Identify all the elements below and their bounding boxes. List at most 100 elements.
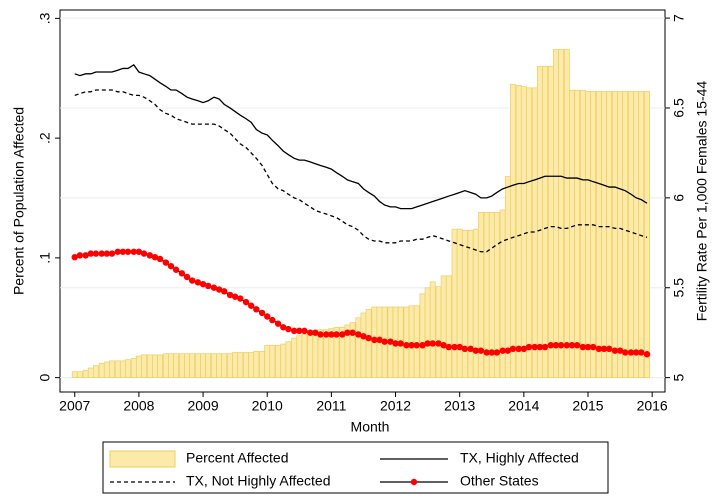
marker	[584, 343, 592, 351]
marker	[333, 331, 340, 338]
marker	[531, 343, 538, 351]
bar	[130, 358, 137, 378]
bar	[612, 91, 618, 378]
marker	[509, 345, 517, 353]
marker	[205, 282, 212, 290]
bar	[349, 322, 356, 378]
legend-box	[102, 441, 609, 494]
bar	[451, 228, 458, 378]
bar	[563, 49, 570, 378]
x-tick-label: 2012	[380, 398, 411, 414]
marker	[210, 284, 218, 291]
marker	[429, 340, 436, 347]
marker	[242, 298, 250, 306]
bar	[173, 353, 180, 378]
bar	[408, 305, 415, 378]
marker	[317, 331, 324, 338]
x-tick-label: 2011	[316, 398, 346, 414]
bar	[617, 91, 624, 378]
bar	[87, 367, 94, 378]
marker	[616, 347, 624, 354]
bar	[504, 176, 511, 378]
bar	[307, 331, 314, 378]
y-tick-label: .2	[37, 132, 53, 144]
y-tick-label: .3	[37, 12, 53, 24]
marker	[456, 343, 463, 351]
bar	[152, 354, 158, 378]
marker	[488, 349, 495, 356]
bar	[168, 353, 174, 378]
bar	[553, 49, 559, 378]
bar	[317, 329, 324, 378]
marker	[589, 343, 597, 351]
marker	[130, 248, 137, 255]
marker	[124, 248, 132, 255]
bar	[633, 91, 640, 378]
marker	[483, 349, 490, 356]
bar	[477, 212, 484, 378]
bar	[162, 353, 169, 378]
bar	[515, 85, 522, 378]
line	[74, 89, 648, 253]
marker	[403, 342, 410, 349]
marker	[269, 316, 276, 324]
marker	[627, 349, 635, 356]
bar	[542, 65, 548, 378]
marker	[611, 347, 619, 354]
marker	[339, 331, 346, 338]
bar	[601, 91, 607, 378]
marker	[172, 266, 180, 273]
marker	[600, 345, 608, 353]
bar	[200, 353, 206, 378]
bar	[243, 352, 249, 378]
marker	[344, 329, 351, 336]
marker	[461, 345, 469, 353]
marker	[579, 343, 587, 351]
marker	[146, 252, 154, 259]
marker	[638, 349, 645, 356]
bar	[146, 354, 153, 378]
marker	[493, 349, 501, 356]
bar	[536, 65, 543, 378]
bar	[237, 352, 244, 378]
bar	[435, 286, 442, 378]
marker	[221, 288, 228, 295]
marker	[643, 351, 651, 358]
marker	[365, 334, 372, 342]
y-tick-label: .1	[37, 252, 53, 264]
bar	[638, 91, 645, 378]
bar	[103, 361, 110, 378]
bar	[264, 344, 271, 378]
y2-tick-label: 5.5	[671, 278, 687, 298]
marker	[477, 347, 485, 354]
bar	[232, 352, 239, 378]
marker	[536, 343, 544, 351]
bar	[558, 49, 564, 378]
marker	[156, 255, 164, 263]
bar	[141, 354, 147, 378]
x-axis-label: Month	[351, 419, 390, 435]
bar	[71, 371, 78, 378]
marker	[296, 327, 303, 335]
legend-label: TX, Not Highly Affected	[186, 473, 330, 489]
marker	[76, 252, 84, 259]
bar	[585, 91, 591, 378]
marker	[440, 342, 447, 349]
bar	[445, 275, 452, 378]
marker	[114, 248, 121, 255]
marker	[92, 250, 100, 257]
marker	[445, 343, 452, 351]
marker	[355, 331, 362, 338]
bar	[82, 370, 89, 378]
marker	[349, 329, 356, 336]
marker	[194, 279, 202, 286]
bar	[296, 335, 303, 378]
marker	[381, 338, 388, 345]
bar	[467, 229, 474, 378]
legend-label: Other States	[460, 473, 539, 489]
bar	[547, 65, 554, 378]
marker	[547, 342, 555, 349]
bar	[440, 275, 447, 378]
marker	[312, 329, 319, 336]
